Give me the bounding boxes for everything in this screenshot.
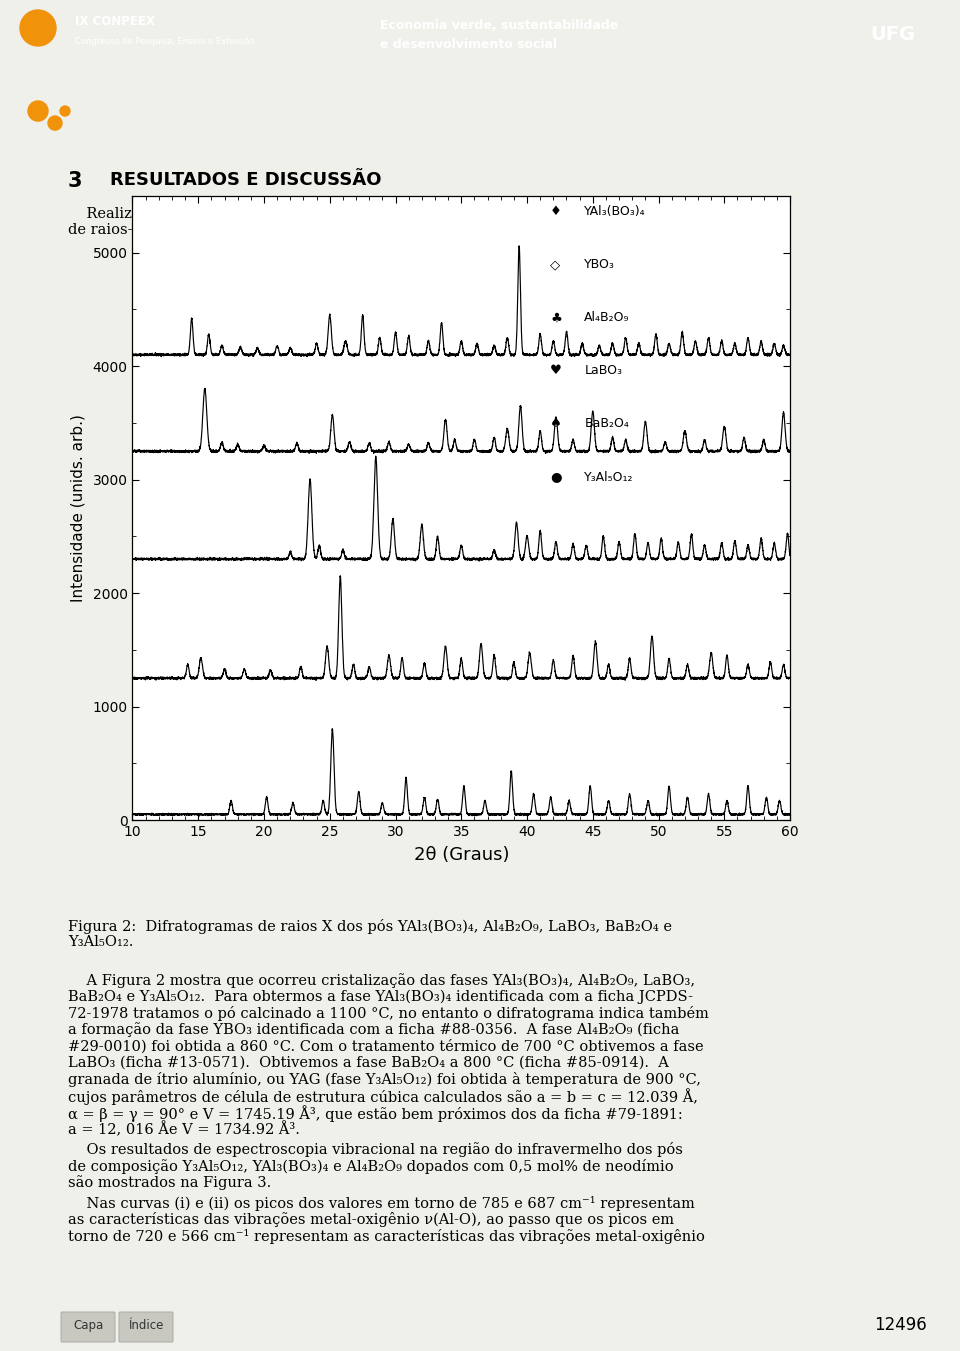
Text: IX CONPEEX: IX CONPEEX xyxy=(75,15,155,28)
Text: YBO₃: YBO₃ xyxy=(585,258,615,272)
Circle shape xyxy=(28,101,48,122)
Text: ♠: ♠ xyxy=(550,417,562,431)
Text: de raios-X, mostrada na Figura2.: de raios-X, mostrada na Figura2. xyxy=(68,223,313,238)
Text: Congresso de Pesquisa, Ensino e Extensão: Congresso de Pesquisa, Ensino e Extensão xyxy=(75,38,254,46)
Text: ●: ● xyxy=(550,470,562,484)
Text: BaB₂O₄: BaB₂O₄ xyxy=(585,417,629,431)
Text: #29-0010) foi obtida a 860 °C. Com o tratamento térmico de 700 °C obtivemos a fa: #29-0010) foi obtida a 860 °C. Com o tra… xyxy=(68,1039,704,1054)
Text: as características das vibrações metal-oxigênio ν(Al-O), ao passo que os picos e: as características das vibrações metal-o… xyxy=(68,1212,674,1227)
FancyBboxPatch shape xyxy=(61,1312,115,1342)
Text: torno de 720 e 566 cm⁻¹ representam as características das vibrações metal-oxigê: torno de 720 e 566 cm⁻¹ representam as c… xyxy=(68,1228,705,1243)
Text: 3: 3 xyxy=(68,172,83,190)
Text: cujos parâmetros de célula de estrutura cúbica calculados são a = b = c = 12.039: cujos parâmetros de célula de estrutura … xyxy=(68,1089,698,1105)
Text: Capa: Capa xyxy=(73,1319,103,1332)
Text: ◇: ◇ xyxy=(550,258,561,272)
Text: BaB₂O₄ e Y₃Al₅O₁₂.  Para obtermos a fase YAl₃(BO₃)₄ identificada com a ficha JCP: BaB₂O₄ e Y₃Al₅O₁₂. Para obtermos a fase … xyxy=(68,989,693,1004)
Text: ♣: ♣ xyxy=(550,311,562,324)
Text: Y₃Al₅O₁₂: Y₃Al₅O₁₂ xyxy=(585,470,634,484)
Text: LaBO₃: LaBO₃ xyxy=(585,365,622,377)
Circle shape xyxy=(48,116,62,130)
Text: ♥: ♥ xyxy=(550,365,562,377)
Text: YAl₃(BO₃)₄: YAl₃(BO₃)₄ xyxy=(585,205,646,219)
Circle shape xyxy=(20,9,56,46)
Circle shape xyxy=(60,105,70,116)
FancyBboxPatch shape xyxy=(119,1312,173,1342)
Text: são mostrados na Figura 3.: são mostrados na Figura 3. xyxy=(68,1175,272,1190)
Text: Y₃Al₅O₁₂.: Y₃Al₅O₁₂. xyxy=(68,935,133,948)
Text: Economia verde, sustentabilidade: Economia verde, sustentabilidade xyxy=(380,19,618,32)
X-axis label: 2θ (Graus): 2θ (Graus) xyxy=(414,846,509,863)
Text: 12496: 12496 xyxy=(874,1316,926,1333)
Text: a = 12, 016 Åe V = 1734.92 Å³.: a = 12, 016 Åe V = 1734.92 Å³. xyxy=(68,1121,300,1138)
Y-axis label: Intensidade (unids. arb.): Intensidade (unids. arb.) xyxy=(70,413,85,603)
Text: Nas curvas (i) e (ii) os picos dos valores em torno de 785 e 687 cm⁻¹ representa: Nas curvas (i) e (ii) os picos dos valor… xyxy=(68,1196,695,1210)
Text: LaBO₃ (ficha #13-0571).  Obtivemos a fase BaB₂O₄ a 800 °C (ficha #85-0914).  A: LaBO₃ (ficha #13-0571). Obtivemos a fase… xyxy=(68,1055,669,1070)
Text: de composição Y₃Al₅O₁₂, YAl₃(BO₃)₄ e Al₄B₂O₉ dopados com 0,5 mol% de neodímio: de composição Y₃Al₅O₁₂, YAl₃(BO₃)₄ e Al₄… xyxy=(68,1159,674,1174)
Text: e desenvolvimento social: e desenvolvimento social xyxy=(380,38,557,51)
Text: 72-1978 tratamos o pó calcinado a 1100 °C, no entanto o difratograma indica tamb: 72-1978 tratamos o pó calcinado a 1100 °… xyxy=(68,1006,708,1021)
Text: Al₄B₂O₉: Al₄B₂O₉ xyxy=(585,311,630,324)
Text: A Figura 2 mostra que ocorreu cristalização das fases YAl₃(BO₃)₄, Al₄B₂O₉, LaBO₃: A Figura 2 mostra que ocorreu cristaliza… xyxy=(68,973,695,988)
Text: Os resultados de espectroscopia vibracional na região do infravermelho dos pós: Os resultados de espectroscopia vibracio… xyxy=(68,1142,683,1156)
Text: α = β = γ = 90° e V = 1745.19 Å³, que estão bem próximos dos da ficha #79-1891:: α = β = γ = 90° e V = 1745.19 Å³, que es… xyxy=(68,1105,683,1121)
Text: a formação da fase YBO₃ identificada com a ficha #88-0356.  A fase Al₄B₂O₉ (fich: a formação da fase YBO₃ identificada com… xyxy=(68,1023,680,1038)
Text: Figura 2:  Difratogramas de raios X dos pós YAl₃(BO₃)₄, Al₄B₂O₉, LaBO₃, BaB₂O₄ e: Figura 2: Difratogramas de raios X dos p… xyxy=(68,919,672,934)
Text: Realizamos um estudo sobre a cristalização dos pós sintetizados através da difra: Realizamos um estudo sobre a cristalizaç… xyxy=(68,207,714,222)
Text: RESULTADOS E DISCUSSÃO: RESULTADOS E DISCUSSÃO xyxy=(110,172,381,189)
Text: UFG: UFG xyxy=(870,26,915,45)
Text: granada de ítrio alumínio, ou YAG (fase Y₃Al₅O₁₂) foi obtida à temperatura de 90: granada de ítrio alumínio, ou YAG (fase … xyxy=(68,1073,701,1088)
Text: Índice: Índice xyxy=(129,1319,164,1332)
Text: ♦: ♦ xyxy=(550,205,562,219)
